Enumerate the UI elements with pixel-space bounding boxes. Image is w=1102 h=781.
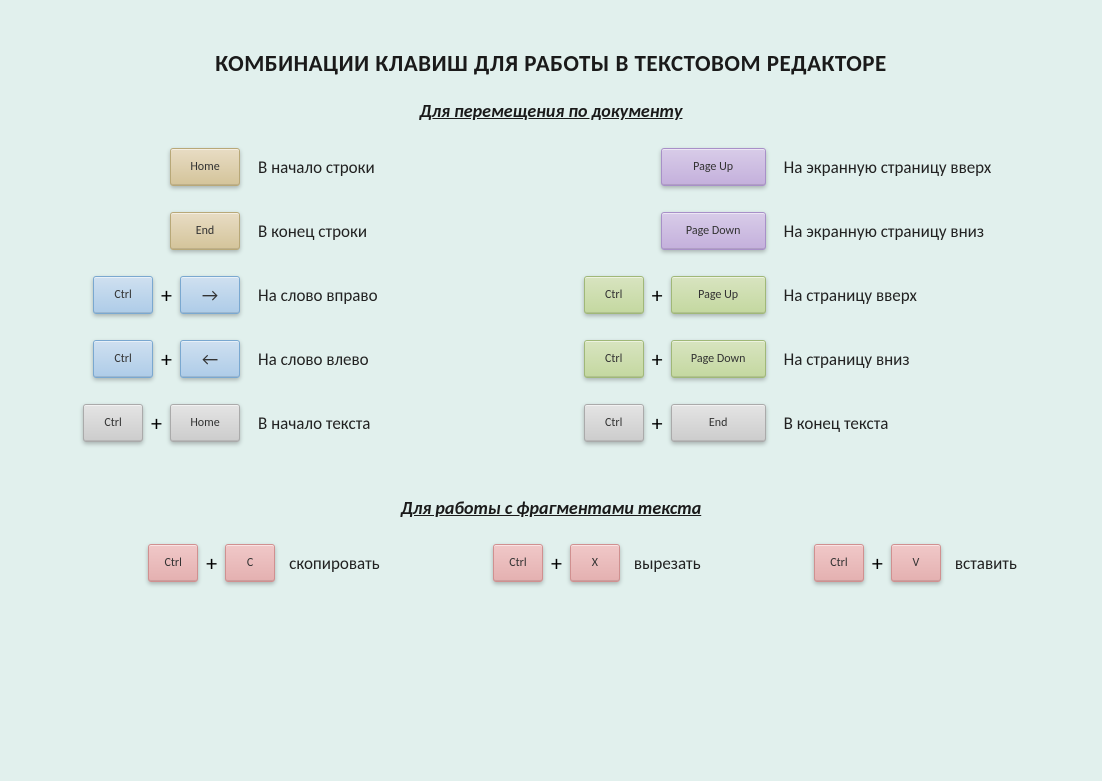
plus-sign: + [551,550,562,577]
navigation-section: Для перемещения по документу Home В начал… [60,100,1042,462]
shortcut-row: Home В начало строки [60,142,531,192]
shortcut-description: В конец строки [258,221,367,242]
plus-sign: + [161,346,172,373]
key-ctrl: Ctrl [83,404,143,442]
shortcut-row: Ctrl + → На слово вправо [60,270,531,320]
shortcut-row: Page Down На экранную страницу вниз [571,206,1042,256]
shortcut-description: В конец текста [784,413,889,434]
key-ctrl: Ctrl [493,544,543,582]
plus-sign: + [652,282,663,309]
key-home: Home [170,148,240,186]
shortcut-description: На страницу вверх [784,285,917,306]
plus-sign: + [872,550,883,577]
shortcut-description: На экранную страницу вниз [784,221,984,242]
plus-sign: + [151,410,162,437]
key-ctrl: Ctrl [148,544,198,582]
left-column: Home В начало строки End В конец строки Ctrl… [60,142,531,462]
shortcut-row: Ctrl + Cскопировать [85,544,380,582]
shortcut-description: В начало текста [258,413,370,434]
key-end: End [170,212,240,250]
key-ctrl: Ctrl [93,276,153,314]
shortcut-description: вставить [955,553,1017,574]
key-←: ← [180,340,240,378]
key-ctrl: Ctrl [814,544,864,582]
shortcut-row: Ctrl + Page Up На страницу вверх [571,270,1042,320]
plus-sign: + [206,550,217,577]
key-c: C [225,544,275,582]
key-ctrl: Ctrl [584,404,644,442]
right-column: Page Up На экранную страницу вверх Page Do… [571,142,1042,462]
plus-sign: + [652,346,663,373]
shortcut-row: Ctrl + Home В начало текста [60,398,531,448]
shortcut-description: На страницу вниз [784,349,910,370]
plus-sign: + [652,410,663,437]
key-ctrl: Ctrl [584,340,644,378]
key-v: V [891,544,941,582]
shortcut-row: Ctrl + Xвырезать [430,544,701,582]
main-title: КОМБИНАЦИИ КЛАВИШ ДЛЯ РАБОТЫ В ТЕКСТОВОМ… [60,50,1042,78]
shortcut-row: Ctrl + Page Down На страницу вниз [571,334,1042,384]
shortcut-description: скопировать [289,553,380,574]
key-end: End [671,404,766,442]
key-x: X [570,544,620,582]
plus-sign: + [161,282,172,309]
key-home: Home [170,404,240,442]
shortcut-row: Ctrl + ← На слово влево [60,334,531,384]
key-ctrl: Ctrl [584,276,644,314]
key-→: → [180,276,240,314]
shortcut-description: На слово вправо [258,285,378,306]
shortcut-row: Ctrl + End В конец текста [571,398,1042,448]
key-page-down: Page Down [671,340,766,378]
key-page-down: Page Down [661,212,766,250]
section2-subtitle: Для работы с фрагментами текста [60,497,1042,519]
key-ctrl: Ctrl [93,340,153,378]
section1-subtitle: Для перемещения по документу [60,100,1042,122]
shortcut-description: В начало строки [258,157,375,178]
fragments-section: Для работы с фрагментами текста Ctrl + Cск… [60,497,1042,582]
shortcut-row: Page Up На экранную страницу вверх [571,142,1042,192]
shortcut-description: На экранную страницу вверх [784,157,992,178]
shortcut-row: End В конец строки [60,206,531,256]
shortcut-description: На слово влево [258,349,369,370]
shortcut-row: Ctrl + Vвставить [751,544,1017,582]
key-page-up: Page Up [661,148,766,186]
fragments-row: Ctrl + Cскопировать Ctrl + Xвырезать Ctrl + Vвст… [60,544,1042,582]
key-page-up: Page Up [671,276,766,314]
shortcut-description: вырезать [634,553,701,574]
